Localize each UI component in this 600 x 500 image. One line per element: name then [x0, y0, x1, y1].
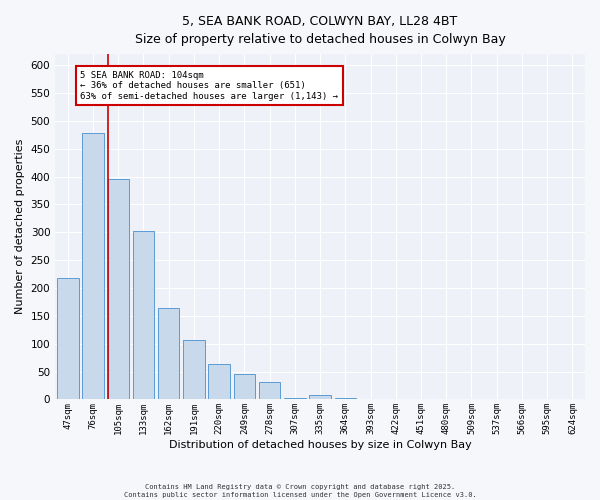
Bar [208, 364, 230, 400]
Bar [233, 374, 255, 400]
Title: 5, SEA BANK ROAD, COLWYN BAY, LL28 4BT
Size of property relative to detached hou: 5, SEA BANK ROAD, COLWYN BAY, LL28 4BT S… [135, 15, 505, 46]
Bar [57, 278, 79, 400]
Bar [284, 398, 305, 400]
Bar [107, 180, 129, 400]
Bar [82, 133, 104, 400]
Bar [259, 382, 280, 400]
Bar [183, 340, 205, 400]
Bar [360, 399, 381, 400]
Text: Contains HM Land Registry data © Crown copyright and database right 2025.
Contai: Contains HM Land Registry data © Crown c… [124, 484, 476, 498]
Bar [158, 308, 179, 400]
Bar [335, 398, 356, 400]
Text: 5 SEA BANK ROAD: 104sqm
← 36% of detached houses are smaller (651)
63% of semi-d: 5 SEA BANK ROAD: 104sqm ← 36% of detache… [80, 71, 338, 101]
Y-axis label: Number of detached properties: Number of detached properties [15, 139, 25, 314]
X-axis label: Distribution of detached houses by size in Colwyn Bay: Distribution of detached houses by size … [169, 440, 472, 450]
Bar [310, 395, 331, 400]
Bar [133, 231, 154, 400]
